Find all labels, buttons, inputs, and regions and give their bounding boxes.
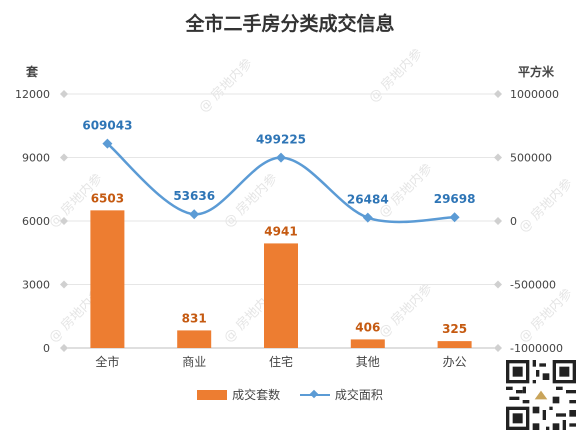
bar [177,330,212,348]
left-tick-label: 6000 [22,215,50,228]
left-tick-label: 0 [43,342,50,355]
legend-label-line: 成交面积 [334,388,383,402]
left-tick-marker [60,344,68,352]
right-tick-marker [494,344,502,352]
right-tick-label: 1000000 [510,88,559,101]
line-value-label: 29698 [434,192,476,206]
x-tick-label: 办公 [443,354,467,369]
left-tick-label: 9000 [22,152,50,165]
right-tick-label: 500000 [510,152,552,165]
right-axis-unit: 平方米 [518,65,555,79]
left-tick-label: 12000 [15,88,50,101]
left-axis-unit: 套 [26,65,39,79]
left-tick-label: 3000 [22,279,50,292]
legend-label-bars: 成交套数 [232,388,281,402]
x-tick-label: 其他 [356,355,380,369]
legend-bar-swatch [197,389,228,400]
bar-value-label: 406 [355,320,380,334]
left-tick-marker [60,90,68,98]
bar [350,339,385,348]
bar [90,210,125,348]
line-point [102,138,113,149]
line-point [276,152,286,163]
line-value-label: 499225 [256,133,306,147]
bar [437,341,472,348]
right-tick-marker [494,90,502,98]
qr-code-image [506,360,576,430]
x-tick-label: 住宅 [269,354,293,369]
bar-value-label: 325 [442,322,467,336]
left-tick-marker [60,153,68,162]
right-tick-label: 0 [510,215,517,228]
legend-item-bars[interactable]: 成交套数 [197,386,280,403]
line-value-label: 609043 [82,119,132,133]
line-point [362,212,373,223]
right-tick-label: -1000000 [510,342,563,355]
legend: 成交套数 成交面积 [0,386,580,403]
line-point [449,212,460,223]
line-point [189,209,200,220]
bar [264,243,298,348]
x-tick-label: 商业 [182,354,206,369]
legend-line-swatch [299,390,330,400]
right-tick-marker [494,280,502,289]
chart-title: 全市二手房分类成交信息 [185,13,395,35]
x-tick-label: 全市 [95,354,119,369]
bar-value-label: 6503 [91,191,124,205]
right-tick-marker [494,153,502,162]
left-tick-marker [60,280,68,289]
right-tick-label: -500000 [510,279,556,292]
line-value-label: 26484 [347,193,389,207]
bar-value-label: 831 [182,311,207,325]
right-tick-marker [494,217,502,225]
bar-value-label: 4941 [264,224,297,238]
left-tick-marker [60,217,68,225]
legend-item-line[interactable]: 成交面积 [299,386,383,403]
line-value-label: 53636 [173,189,215,203]
